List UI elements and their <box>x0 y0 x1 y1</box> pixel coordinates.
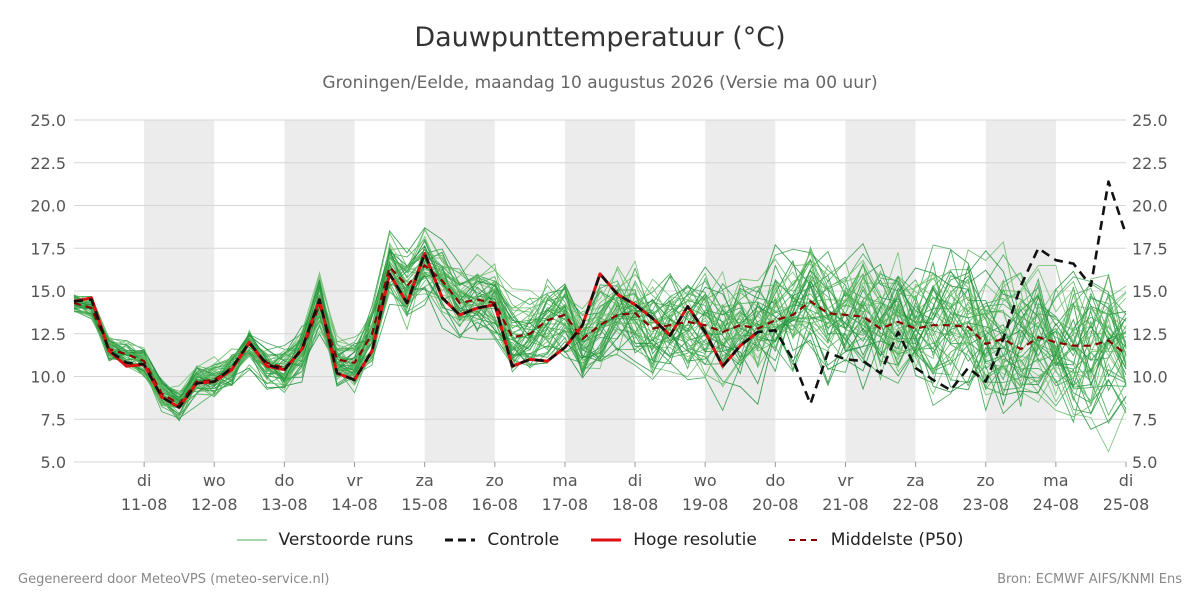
x-tick-date: 11-08 <box>121 495 168 514</box>
y-tick-label-right: 15.0 <box>1132 282 1168 301</box>
legend-swatch-high-resolution <box>591 538 622 542</box>
x-tick-day: di <box>628 471 643 490</box>
y-tick-label-right: 7.5 <box>1132 410 1157 429</box>
x-tick-date: 22-08 <box>892 495 939 514</box>
x-tick-day: za <box>416 471 434 490</box>
legend-item-high-resolution: Hoge resolutie <box>591 530 757 550</box>
y-tick-label-right: 22.5 <box>1132 154 1168 173</box>
ensemble-member-line <box>73 249 1127 406</box>
y-tick-label-right: 20.0 <box>1132 197 1168 216</box>
x-tick-date: 24-08 <box>1033 495 1080 514</box>
x-tick-date: 25-08 <box>1103 495 1150 514</box>
legend-swatch-median <box>788 539 819 541</box>
x-tick-day: do <box>765 471 785 490</box>
x-tick-date: 19-08 <box>682 495 729 514</box>
x-tick-day: ma <box>552 471 577 490</box>
legend: Verstoorde runs Controle Hoge resolutie … <box>0 530 1200 550</box>
x-tick-date: 16-08 <box>472 495 519 514</box>
y-tick-label-left: 22.5 <box>30 154 66 173</box>
y-tick-label-right: 10.0 <box>1132 368 1168 387</box>
x-tick-day: di <box>137 471 152 490</box>
y-tick-label-right: 17.5 <box>1132 239 1168 258</box>
y-axis-ticks: 5.0 5.0 7.5 7.5 10.0 10.0 12.5 12.5 15.0 15.0 17.5… <box>30 111 1167 472</box>
y-tick-label-left: 10.0 <box>30 368 66 387</box>
main-series <box>73 180 1128 409</box>
y-tick-label-left: 7.5 <box>41 410 66 429</box>
x-tick-day: zo <box>486 471 504 490</box>
y-tick-label-left: 15.0 <box>30 282 66 301</box>
x-tick-date: 14-08 <box>331 495 378 514</box>
x-tick-date: 17-08 <box>542 495 589 514</box>
x-tick-day: wo <box>203 471 226 490</box>
ensemble-member-line <box>73 242 1127 396</box>
x-axis-ticks: di 11-08 wo 12-08 do 13-08 vr 14-08 za 15-08 zo 16-… <box>121 462 1149 514</box>
legend-item-perturbed: Verstoorde runs <box>236 530 414 550</box>
x-tick-date: 23-08 <box>962 495 1009 514</box>
x-tick-day: vr <box>837 471 853 490</box>
y-tick-label-left: 17.5 <box>30 239 66 258</box>
x-tick-day: zo <box>977 471 995 490</box>
legend-label-high-resolution: Hoge resolutie <box>633 530 757 550</box>
x-tick-day: do <box>274 471 294 490</box>
ensemble-member-line <box>73 259 1127 395</box>
footer-source: Bron: ECMWF AIFS/KNMI Ens <box>997 572 1182 587</box>
ensemble-member-line <box>73 265 1127 405</box>
footer-generated-by: Gegenereerd door MeteoVPS (meteo-service… <box>18 572 330 587</box>
legend-label-control: Controle <box>487 530 560 550</box>
ensemble-member-line <box>73 263 1127 403</box>
ensemble-member-line <box>73 263 1127 408</box>
x-tick-date: 12-08 <box>191 495 238 514</box>
y-tick-label-right: 12.5 <box>1132 325 1168 344</box>
legend-label-perturbed: Verstoorde runs <box>278 530 414 550</box>
ensemble-member-line <box>73 247 1127 401</box>
x-tick-day: za <box>906 471 924 490</box>
ensemble-member-line <box>73 264 1127 404</box>
page-title: Dauwpunttemperatuur (°C) <box>414 22 786 53</box>
y-tick-label-left: 25.0 <box>30 111 66 130</box>
y-tick-label-right: 5.0 <box>1132 453 1157 472</box>
x-tick-date: 13-08 <box>261 495 308 514</box>
ensemble-member-line <box>73 266 1127 392</box>
x-tick-date: 21-08 <box>822 495 869 514</box>
legend-item-control: Controle <box>445 530 559 550</box>
legend-swatch-control <box>445 538 476 542</box>
page-subtitle: Groningen/Eelde, maandag 10 augustus 202… <box>322 73 878 93</box>
legend-item-median: Middelste (P50) <box>788 530 964 550</box>
ensemble-member-line <box>73 227 1127 401</box>
x-tick-day: wo <box>694 471 717 490</box>
x-tick-day: vr <box>347 471 363 490</box>
legend-swatch-perturbed <box>236 539 267 541</box>
x-tick-date: 20-08 <box>752 495 799 514</box>
x-tick-date: 15-08 <box>401 495 448 514</box>
y-tick-label-left: 20.0 <box>30 197 66 216</box>
legend-label-median: Middelste (P50) <box>830 530 964 550</box>
y-tick-label-left: 12.5 <box>30 325 66 344</box>
y-tick-label-left: 5.0 <box>41 453 66 472</box>
x-tick-date: 18-08 <box>612 495 659 514</box>
x-tick-day: ma <box>1043 471 1068 490</box>
x-tick-day: di <box>1119 471 1134 490</box>
y-tick-label-right: 25.0 <box>1132 111 1168 130</box>
ensemble-member-line <box>73 247 1127 407</box>
ensemble-member-line <box>73 231 1127 418</box>
